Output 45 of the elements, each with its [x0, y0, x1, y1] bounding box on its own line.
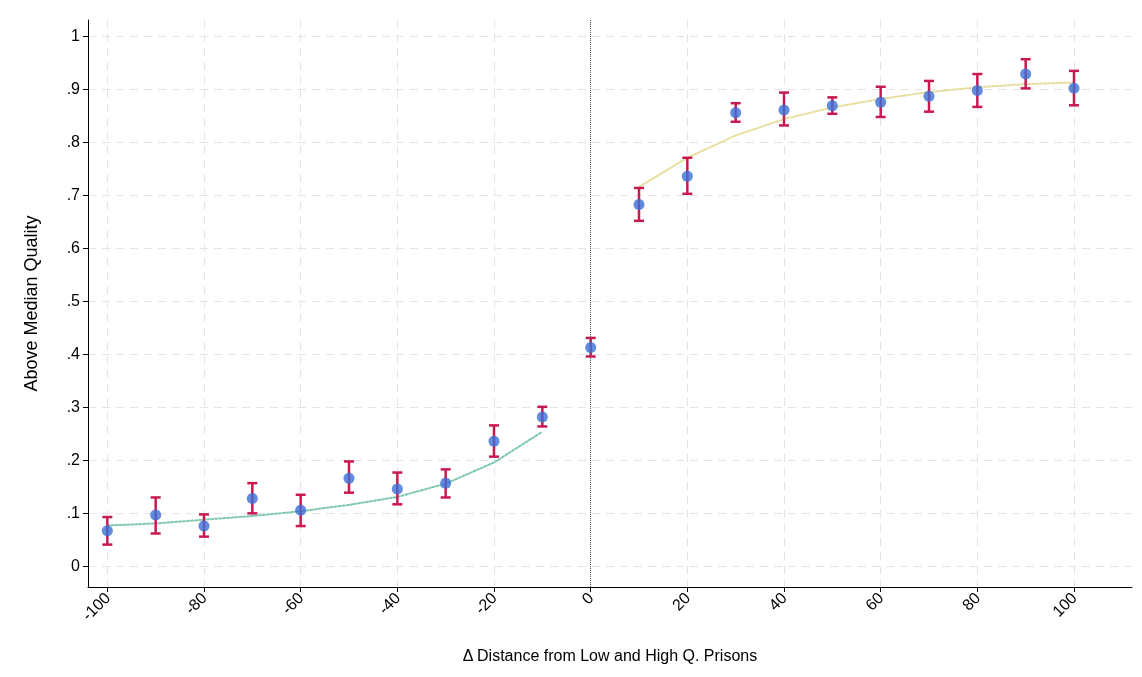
x-tick-label: -60 [278, 588, 307, 618]
x-tick-label: 60 [862, 588, 887, 614]
point [391, 483, 403, 495]
point [1068, 82, 1080, 94]
y-tick-label: .5 [66, 292, 81, 310]
x-axis-title: Δ Distance from Low and High Q. Prisons [462, 646, 758, 664]
point [488, 435, 500, 447]
point [730, 107, 742, 119]
point [536, 411, 548, 423]
point [875, 96, 887, 108]
x-tick-label: 20 [668, 588, 694, 614]
y-tick-label: .7 [66, 186, 81, 204]
y-tick-label: .9 [66, 80, 81, 98]
point [343, 472, 355, 484]
x-tick-label: -40 [374, 588, 404, 618]
point [923, 90, 935, 102]
point [633, 198, 645, 210]
point [440, 477, 452, 489]
point [585, 341, 597, 353]
point [681, 170, 693, 182]
y-tick-label: 0 [71, 557, 81, 575]
point [1020, 68, 1032, 80]
point [150, 509, 162, 521]
point [246, 493, 258, 504]
x-tick-label: 0 [578, 588, 597, 608]
y-tick-label: .1 [66, 504, 81, 522]
point [778, 104, 790, 116]
y-tick-label: .6 [66, 239, 81, 257]
x-tick-label: -80 [181, 588, 211, 618]
x-tick-label: -20 [471, 588, 501, 618]
y-axis-title: Above Median Quality [21, 215, 41, 392]
y-tick-label: .3 [66, 398, 81, 416]
y-tick-label: .2 [66, 451, 81, 469]
x-tick-label: 40 [765, 588, 791, 614]
point [295, 504, 307, 516]
y-tick-label: 1 [71, 27, 81, 45]
point [198, 520, 210, 532]
point [826, 100, 838, 112]
point [971, 84, 983, 96]
point [101, 525, 113, 537]
y-tick-label: .8 [66, 133, 81, 151]
x-tick-label: -100 [78, 588, 114, 624]
x-tick-label: 100 [1049, 588, 1081, 620]
x-tick-label: 80 [958, 588, 984, 614]
y-tick-label: .4 [66, 345, 81, 363]
